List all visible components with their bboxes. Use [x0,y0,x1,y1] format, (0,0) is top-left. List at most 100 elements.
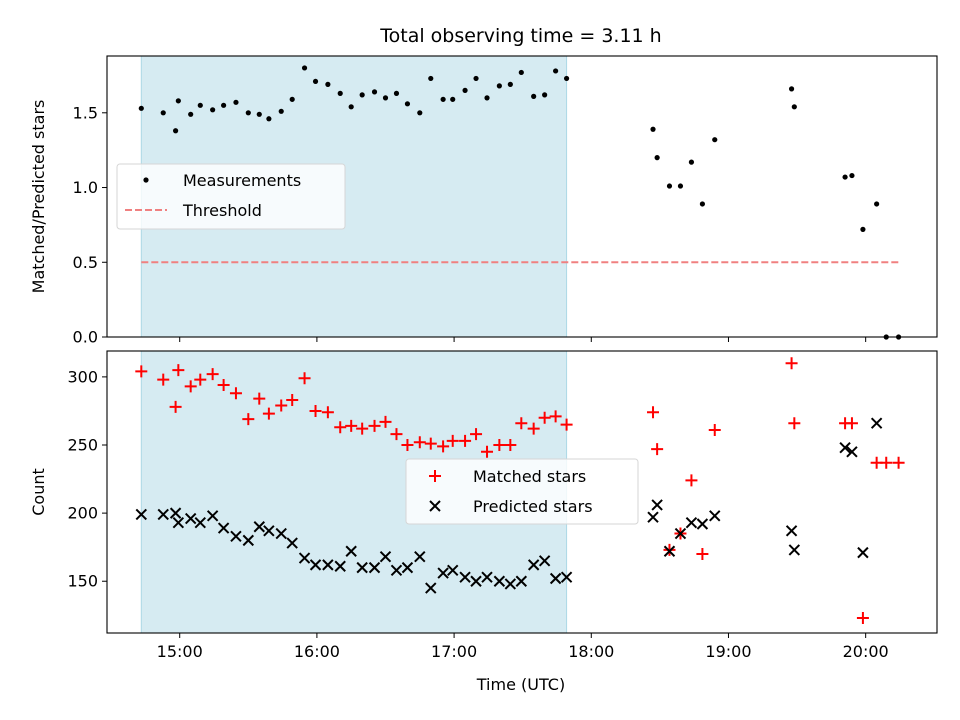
x-tick-label: 18:00 [568,642,614,661]
measurement-point [688,159,695,165]
matched-stars-point [286,394,299,407]
predicted-stars-point [538,555,551,567]
matched-stars-point [515,417,528,430]
measurement-point [531,93,537,99]
measurement-point [654,155,660,161]
matched-stars-point [437,440,450,453]
y-tick-label: 150 [67,572,98,591]
predicted-stars-point [309,559,322,571]
chart-title: Total observing time = 3.11 h [379,25,661,47]
measurement-point [712,137,718,143]
predicted-stars-point [515,575,528,587]
measurement-point [210,107,216,113]
matched-stars-point [356,422,369,435]
predicted-stars-point [647,511,659,523]
y-tick-label: 1.5 [73,103,98,122]
bottom-legend: Matched stars Predicted stars [405,458,639,525]
predicted-stars-point [560,571,573,583]
x-tick-label: 15:00 [157,642,203,661]
matched-stars-point [298,372,311,385]
x-tick-label: 17:00 [431,642,477,661]
legend-matched-stars-label: Matched stars [473,467,586,486]
measurement-point [677,183,684,189]
measurement-point [256,111,262,117]
predicted-stars-point [322,559,334,571]
predicted-stars-point [157,508,169,521]
measurement-point [175,98,181,104]
matched-stars-point [549,410,562,423]
top-y-axis: 0.0 0.5 1.0 1.5 [73,103,107,347]
matched-stars-point [708,424,721,437]
top-plot-frame [106,55,938,338]
matched-stars-point [172,364,185,377]
predicted-stars-point [242,534,255,547]
measurement-point [650,126,656,132]
matched-stars-point [504,439,517,451]
legend-measurements-marker [143,177,149,183]
matched-stars-point [647,406,660,419]
predicted-stars-point [356,561,368,574]
matched-stars-point [194,373,207,386]
measurement-point [160,110,166,116]
predicted-stars-point [379,551,392,563]
measurement-point [842,174,848,180]
measurement-point [450,96,456,102]
measurement-point [440,96,446,102]
x-tick-label: 16:00 [294,642,340,661]
predicted-stars-point [135,508,148,521]
measurement-point [699,201,706,207]
predicted-stars-point [447,564,459,577]
predicted-stars-point [169,507,182,519]
bottom-legend-box [405,458,639,525]
measurement-point [542,92,548,98]
predicted-stars-point [286,537,298,549]
matched-stars-point [459,434,472,447]
measurement-point [404,101,411,107]
measurement-point [563,75,570,82]
predicted-stars-point [263,525,275,537]
matched-stars-point [262,407,275,420]
matched-stars-point [135,365,148,378]
predicted-stars-point [425,582,437,594]
matched-stars-point [892,456,905,469]
measurement-point [325,81,331,87]
predicted-stars-point [674,527,687,540]
measurement-point [197,102,203,108]
measurement-point [791,104,797,110]
measurement-point [553,68,559,74]
matched-stars-point [253,392,266,405]
predicted-stars-point [857,546,869,559]
matched-stars-point [229,387,242,400]
measurement-point [666,183,673,189]
matched-stars-point [685,474,698,487]
predicted-stars-point [217,522,230,534]
y-tick-label: 0.0 [73,328,98,347]
measurement-point [874,201,880,207]
matched-stars-point [560,418,573,431]
predicted-stars-point [459,571,471,583]
predicted-stars-point [275,527,287,540]
matched-stars-point [413,436,426,449]
measurement-point [496,83,502,89]
matched-stars-point [184,380,197,393]
x-axis-label: Time (UTC) [476,675,565,694]
measurement-point [473,75,479,82]
measurement-point [417,110,423,116]
matched-stars-point [470,428,483,441]
predicted-stars-point [390,564,403,577]
predicted-stars-point [206,510,219,522]
matched-stars-point [275,399,288,412]
predicted-stars-point [401,561,414,574]
matched-stars-point [217,379,230,392]
matched-stars-point [785,357,798,370]
top-legend-box [116,163,346,230]
measurement-point [348,104,354,110]
legend-threshold-label: Threshold [182,201,262,220]
matched-stars-point [651,443,664,456]
measurement-point [233,99,239,105]
predicted-stars-point [696,518,709,530]
predicted-stars-point [685,516,698,529]
matched-stars-point [856,612,869,625]
measurement-point [245,110,251,116]
